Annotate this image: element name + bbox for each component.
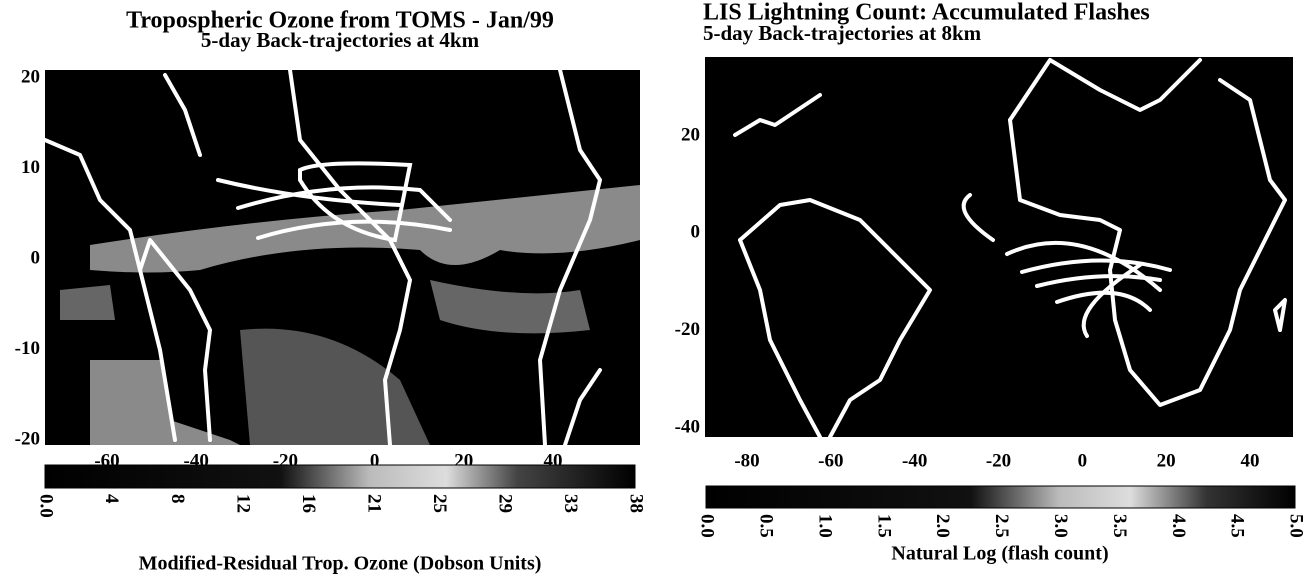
colorbar-tick-label: 2.0 <box>932 514 953 538</box>
colorbar-tick-label: 21 <box>363 494 384 513</box>
lat-label: 10 <box>21 157 40 178</box>
colorbar-label: Natural Log (flash count) <box>891 543 1108 565</box>
panel-title: LIS Lightning Count: Accumulated Flashes <box>703 0 1150 26</box>
lon-label: -20 <box>986 450 1011 471</box>
panel-subtitle: 5-day Back-trajectories at 8km <box>703 21 982 45</box>
colorbar-tick-label: 12 <box>232 494 253 513</box>
lat-label: -20 <box>675 319 700 340</box>
colorbar-tick-label: 8 <box>167 494 188 504</box>
colorbar-tick-label: 0.0 <box>36 494 57 518</box>
colorbar-tick-label: 38 <box>626 494 647 513</box>
lon-label: 0 <box>1078 450 1088 471</box>
colorbar-tick-label: 4 <box>101 494 122 504</box>
colorbar-tick-label: 33 <box>560 494 581 513</box>
colorbar-tick-label: 0.0 <box>697 514 718 538</box>
colorbar-tick-label: 3.5 <box>1109 514 1130 538</box>
colorbar-tick-label: 0.5 <box>756 514 777 538</box>
lon-label: -40 <box>902 450 927 471</box>
lat-label: -40 <box>675 416 700 437</box>
colorbar <box>705 485 1296 509</box>
lon-label: 40 <box>1241 450 1260 471</box>
panel-subtitle: 5-day Back-trajectories at 4km <box>201 28 480 52</box>
colorbar-tick-label: 4.5 <box>1227 514 1248 538</box>
lon-label: 0 <box>370 450 380 471</box>
colorbar-tick-label: 2.5 <box>991 514 1012 538</box>
colorbar-tick-label: 3.0 <box>1050 514 1071 538</box>
lat-label: 20 <box>21 66 40 87</box>
colorbar-tick-label: 5.0 <box>1286 514 1307 538</box>
lat-label: 0 <box>31 247 41 268</box>
lat-label: 0 <box>691 222 701 243</box>
lat-label: 20 <box>681 124 700 145</box>
lon-label: -80 <box>734 450 759 471</box>
lightning-map <box>705 57 1293 439</box>
lat-label: -10 <box>15 338 40 359</box>
colorbar-tick-label: 29 <box>495 494 516 513</box>
ozone-map <box>43 68 640 447</box>
lat-label: -20 <box>15 428 40 449</box>
colorbar-tick-label: 25 <box>429 494 450 513</box>
colorbar-tick-label: 1.0 <box>814 514 835 538</box>
colorbar-label: Modified-Residual Trop. Ozone (Dobson Un… <box>139 553 542 575</box>
colorbar <box>44 464 636 489</box>
colorbar-tick-label: 4.0 <box>1168 514 1189 538</box>
lon-label: -60 <box>818 450 843 471</box>
colorbar-tick-label: 1.5 <box>873 514 894 538</box>
lon-label: 20 <box>1157 450 1176 471</box>
colorbar-tick-label: 16 <box>298 494 319 513</box>
panel-title: Tropospheric Ozone from TOMS - Jan/99 <box>126 8 554 34</box>
